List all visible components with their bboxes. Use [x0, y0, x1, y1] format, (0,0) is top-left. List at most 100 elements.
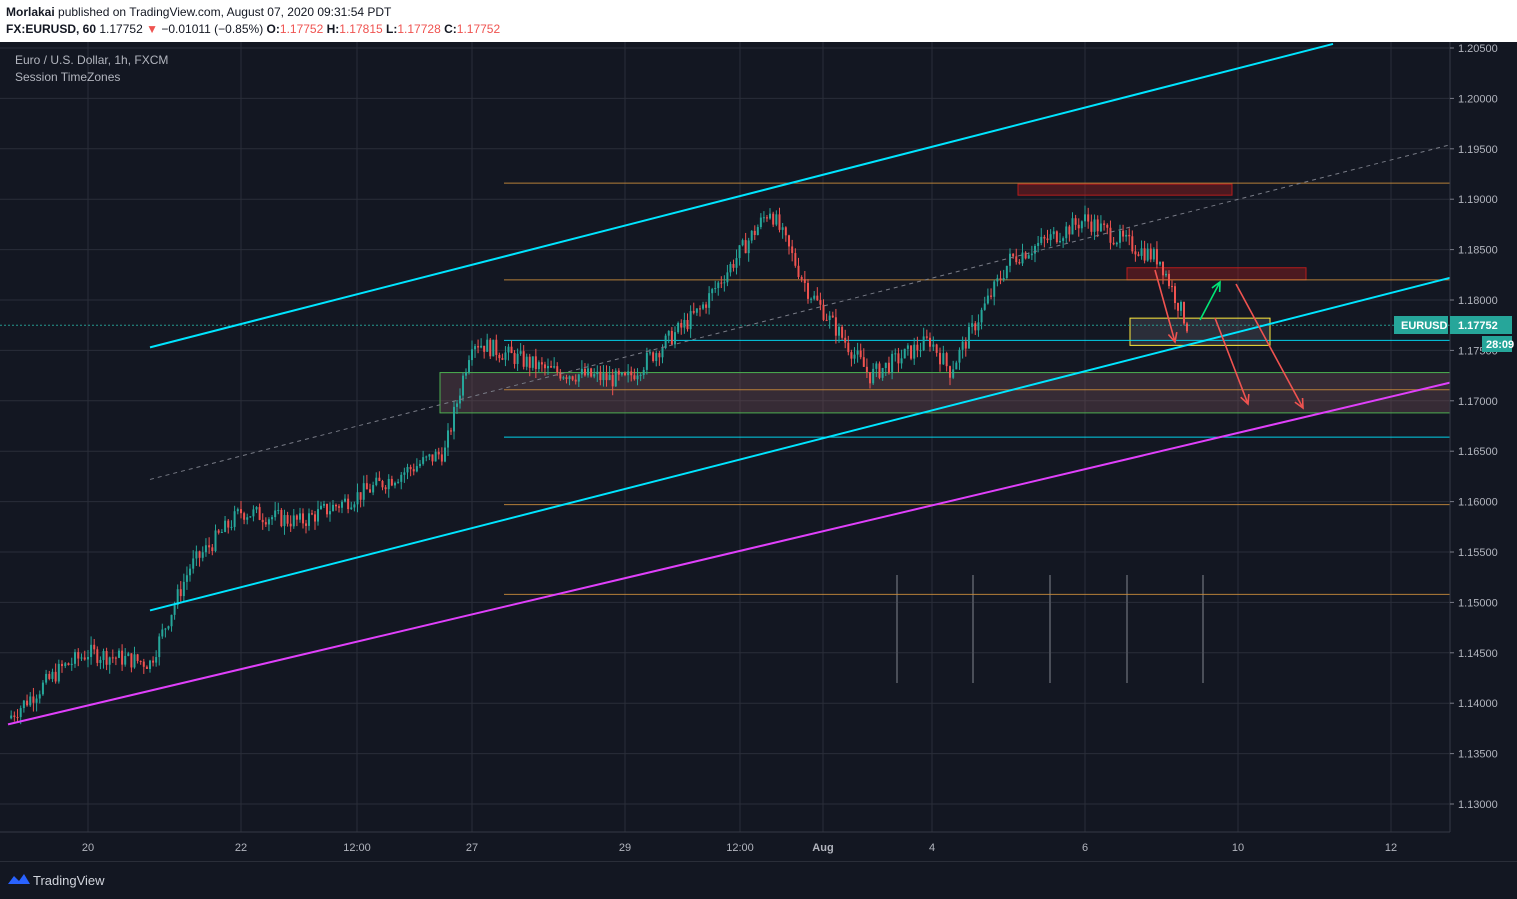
candle-body: [1159, 261, 1161, 265]
candle-body: [121, 650, 124, 665]
candle-body: [483, 345, 486, 352]
candle-body: [1040, 236, 1043, 243]
candle-body: [522, 351, 525, 367]
candle-body: [365, 483, 368, 490]
candle-body: [803, 279, 806, 283]
candle-body: [227, 520, 230, 528]
arrow-down-1: [1154, 269, 1176, 343]
candle-body: [179, 589, 182, 597]
candle-body: [507, 346, 510, 353]
candle-body: [769, 213, 771, 219]
candle-body: [689, 311, 692, 330]
price-axis-bg: [1450, 42, 1517, 861]
candle-body: [1055, 231, 1058, 243]
time-tick-label: 20: [82, 842, 94, 854]
trendline-lower-channel: [149, 276, 1451, 612]
candle-body: [900, 358, 903, 364]
candle-body: [1059, 240, 1061, 243]
candle-body: [214, 530, 217, 551]
candle-body: [906, 345, 909, 349]
candle-body: [51, 671, 54, 679]
candle-body: [261, 519, 264, 523]
symbol-badge-label: EURUSD: [1401, 320, 1448, 332]
candle-body: [1131, 236, 1134, 252]
candle-body: [1005, 265, 1008, 278]
price-chart[interactable]: 1.20500 1.20000 1.19500 1.19000 1.18500 1.180…: [0, 42, 1517, 861]
candle-body: [422, 457, 425, 464]
candle-body: [881, 367, 884, 378]
candle-body: [939, 352, 941, 365]
candle-body: [182, 581, 185, 597]
candle-body: [314, 514, 316, 522]
candle-body: [10, 715, 13, 719]
candle-body: [1027, 255, 1030, 259]
candle-body: [217, 530, 220, 533]
brand-name[interactable]: TradingView: [33, 873, 105, 888]
time-tick-label: 29: [619, 842, 631, 854]
candle-body: [249, 516, 252, 518]
candle-body: [639, 374, 642, 376]
candle-body: [57, 663, 60, 682]
down-arrow-icon: ▼: [146, 22, 158, 36]
candle-body: [729, 264, 732, 273]
time-tick-label: 22: [235, 842, 247, 854]
candle-body: [462, 375, 464, 396]
candle-body: [1122, 230, 1125, 237]
candle-body: [255, 507, 258, 510]
candle-body: [897, 353, 900, 364]
time-tick-label: 12:00: [343, 842, 371, 854]
candle-body: [83, 657, 86, 660]
candle-body: [326, 503, 328, 515]
candle-body: [999, 278, 1002, 280]
candle-body: [133, 654, 136, 668]
candle-body: [813, 295, 816, 299]
candle-body: [961, 341, 964, 350]
candle-body: [90, 644, 93, 657]
candle-body: [240, 509, 242, 514]
candle-body: [277, 509, 280, 511]
price-tick-label: 1.20500: [1458, 43, 1498, 55]
candle-body: [516, 353, 519, 364]
price-tick-label: 1.19500: [1458, 144, 1498, 156]
candle-body: [155, 657, 158, 663]
candle-body: [872, 368, 875, 384]
candle-body: [415, 466, 418, 472]
candle-body: [283, 515, 286, 527]
candle-body: [384, 487, 387, 490]
candle-body: [986, 295, 989, 304]
legend-indicator[interactable]: Session TimeZones: [15, 70, 121, 84]
candle-body: [747, 240, 750, 254]
candle-body: [955, 362, 958, 370]
candle-body: [765, 217, 768, 219]
candle-body: [332, 504, 334, 512]
chart-area[interactable]: 1.20500 1.20000 1.19500 1.19000 1.18500 1.180…: [0, 42, 1517, 861]
candle-body: [841, 326, 844, 338]
candle-body: [1134, 251, 1137, 255]
candle-body: [77, 652, 80, 659]
candle-body: [164, 628, 167, 630]
candle-body: [875, 363, 878, 369]
chart-legend: Euro / U.S. Dollar, 1h, FXCM Session Tim…: [15, 52, 168, 86]
candle-body: [1049, 234, 1052, 241]
candle-body: [750, 230, 753, 241]
candle-body: [176, 589, 179, 606]
candle-body: [428, 454, 431, 457]
time-tick-label: 6: [1082, 842, 1088, 854]
author-name[interactable]: Morlakai: [6, 5, 55, 19]
candle-body: [185, 575, 188, 582]
candle-body: [599, 371, 602, 381]
candle-body: [61, 663, 63, 667]
session-markers: [896, 575, 1204, 683]
candle-body: [624, 372, 626, 376]
arrow-down-3-head: [1294, 397, 1304, 410]
candle-body: [501, 358, 504, 360]
candle-body: [1062, 238, 1065, 241]
candle-body: [492, 339, 495, 357]
candle-body: [590, 368, 593, 377]
candle-body: [869, 372, 871, 384]
candle-body: [620, 372, 623, 375]
candle-body: [807, 282, 809, 299]
candle-body: [1046, 238, 1049, 241]
candle-body: [922, 336, 925, 351]
candle-body: [556, 366, 559, 373]
